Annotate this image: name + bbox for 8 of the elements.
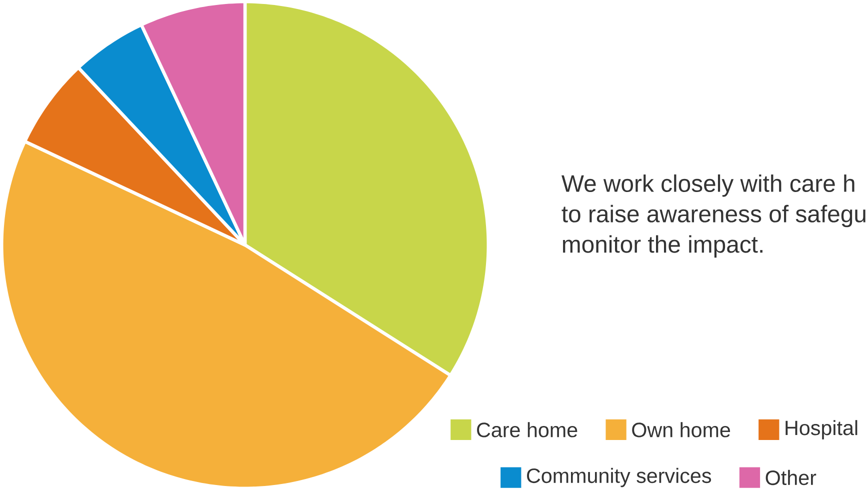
legend-label: Hospital <box>786 420 858 440</box>
text: We work closely with care h <box>562 174 854 197</box>
legend-label: Own home <box>632 422 730 438</box>
text: monitor the impact. <box>562 235 762 258</box>
legend-label: Other <box>766 470 816 486</box>
text: to raise awareness of safegu <box>562 204 866 228</box>
legend-label: Community services <box>527 468 712 488</box>
legend-label: Care home <box>477 422 578 438</box>
